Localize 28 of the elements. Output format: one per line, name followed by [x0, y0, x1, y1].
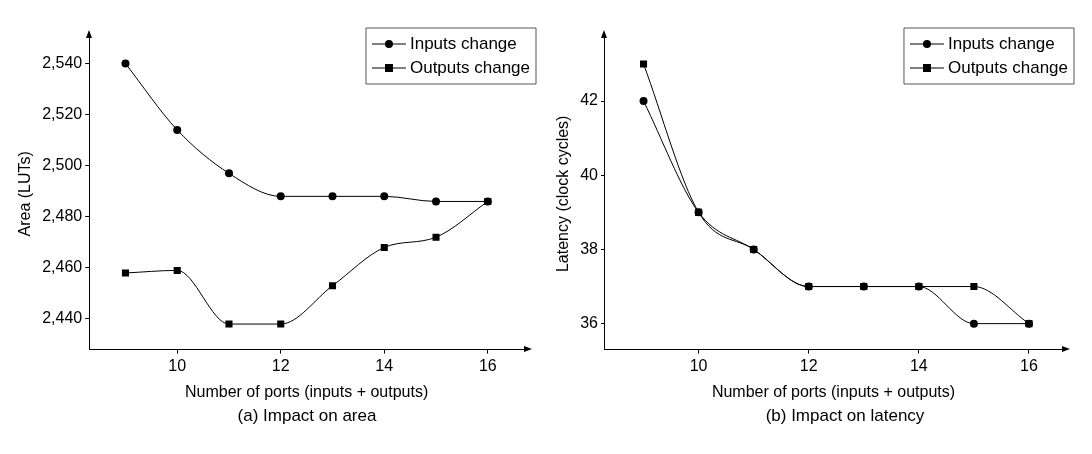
- legend-label: Outputs change: [947, 57, 1068, 77]
- x-tick-label: 10: [168, 356, 187, 374]
- x-tick-label: 16: [478, 356, 497, 374]
- y-tick-label: 38: [580, 239, 599, 257]
- y-tick-label: 2,500: [42, 156, 83, 174]
- text: (b) Impact on latency: [764, 406, 926, 426]
- y-axis-title: Area (LUTs): [16, 151, 34, 237]
- y-tick-label: 2,440: [42, 309, 83, 327]
- text: (a) Impact on area: [236, 406, 378, 426]
- x-tick-label: 16: [1020, 356, 1038, 374]
- y-tick-label: 2,540: [42, 53, 83, 71]
- legend-label: Inputs change: [947, 33, 1055, 53]
- x-axis-title: Number of ports (inputs + outputs): [185, 382, 429, 400]
- legend-label: Outputs change: [409, 57, 530, 77]
- x-tick-label: 12: [799, 356, 818, 374]
- y-tick-label: 2,520: [42, 105, 83, 123]
- y-tick-label: 40: [580, 165, 599, 183]
- x-tick-label: 10: [689, 356, 708, 374]
- y-tick-label: 36: [580, 314, 599, 332]
- x-axis-title: Number of ports (inputs + outputs): [711, 382, 956, 400]
- x-tick-label: 12: [271, 356, 290, 374]
- x-tick-label: 14: [375, 356, 394, 374]
- y-tick-label: 2,480: [42, 207, 83, 225]
- y-axis-title: Latency (clock cycles): [554, 115, 572, 273]
- x-tick-label: 14: [909, 356, 928, 374]
- y-tick-label: 42: [580, 91, 599, 109]
- y-tick-label: 2,460: [42, 258, 83, 276]
- legend-label: Inputs change: [409, 33, 517, 53]
